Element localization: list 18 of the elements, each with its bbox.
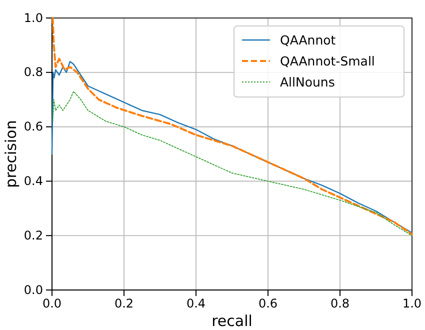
x-tick-label: 0.8 [330, 296, 350, 311]
legend-label: QAAnnot [280, 32, 336, 48]
y-tick-label: 1.0 [24, 10, 43, 25]
x-tick-label: 0.0 [42, 296, 62, 311]
x-tick-label: 0.6 [258, 296, 278, 311]
x-axis-title: recall [212, 312, 252, 330]
y-tick-label: 0.2 [24, 228, 43, 242]
x-tick-label: 0.2 [114, 296, 134, 311]
line-series [52, 90, 412, 236]
y-tick-label: 0.6 [24, 120, 43, 134]
legend-label: AllNouns [280, 74, 335, 90]
y-tick-label: 0.0 [24, 282, 43, 297]
y-tick-label: 0.8 [24, 65, 43, 80]
x-tick-label: 1.0 [402, 296, 422, 311]
y-axis-title: precision [2, 120, 20, 188]
legend-label: QAAnnot-Small [280, 54, 375, 68]
x-tick-label: 0.4 [186, 296, 206, 311]
y-tick-label: 0.4 [24, 174, 43, 188]
